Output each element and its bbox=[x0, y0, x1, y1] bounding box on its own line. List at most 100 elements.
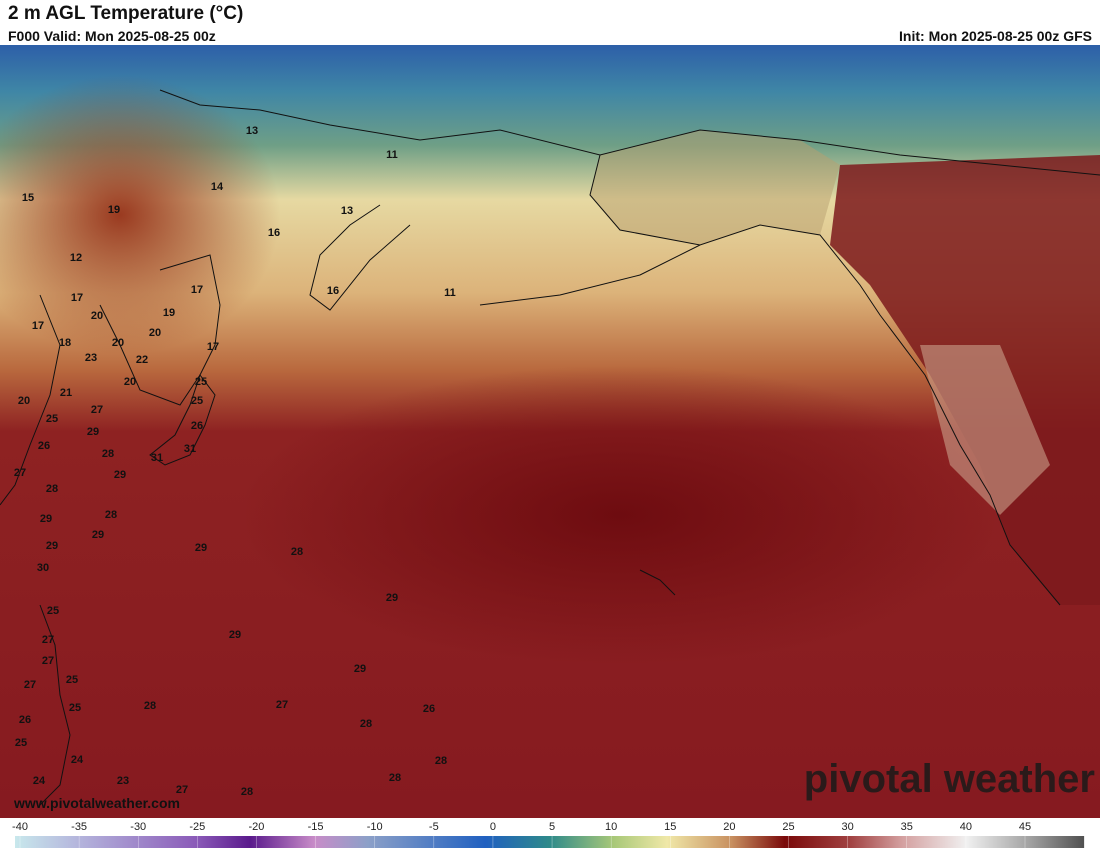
temperature-label: 28 bbox=[46, 483, 58, 495]
colorbar-tick-label: -20 bbox=[249, 821, 265, 833]
colorbar-tick-label: 20 bbox=[723, 821, 735, 833]
temperature-label: 25 bbox=[66, 674, 78, 686]
temperature-label: 25 bbox=[46, 413, 58, 425]
temperature-label: 28 bbox=[291, 546, 303, 558]
temperature-label: 29 bbox=[92, 529, 104, 541]
temperature-label: 17 bbox=[207, 341, 219, 353]
temperature-label: 23 bbox=[85, 352, 97, 364]
temperature-label: 28 bbox=[144, 700, 156, 712]
temperature-label: 11 bbox=[444, 287, 456, 299]
map-title: 2 m AGL Temperature (°C) bbox=[8, 3, 244, 24]
temperature-label: 17 bbox=[71, 292, 83, 304]
temperature-label: 25 bbox=[69, 702, 81, 714]
na-coast bbox=[589, 154, 1061, 606]
temperature-label: 30 bbox=[37, 562, 49, 574]
temperature-label: 27 bbox=[276, 699, 288, 711]
colorbar-tick-label: 45 bbox=[1019, 821, 1031, 833]
temperature-label: 23 bbox=[117, 775, 129, 787]
colorbar-tick-label: 25 bbox=[782, 821, 794, 833]
temperature-label: 29 bbox=[195, 542, 207, 554]
temperature-label: 28 bbox=[105, 509, 117, 521]
temperature-label: 13 bbox=[341, 205, 353, 217]
temperature-label: 24 bbox=[33, 775, 46, 787]
temperature-label: 26 bbox=[191, 420, 203, 432]
temperature-label: 26 bbox=[38, 440, 50, 452]
temperature-label: 13 bbox=[246, 125, 258, 137]
site-url: www.pivotalweather.com bbox=[13, 795, 180, 811]
temperature-label: 27 bbox=[14, 467, 26, 479]
colorbar-tick-label: 10 bbox=[605, 821, 617, 833]
temperature-label: 29 bbox=[46, 540, 58, 552]
temperature-label: 27 bbox=[24, 679, 36, 691]
temperature-label: 21 bbox=[60, 387, 72, 399]
temperature-label: 17 bbox=[191, 284, 203, 296]
temperature-label: 20 bbox=[18, 395, 30, 407]
temperature-label: 20 bbox=[112, 337, 124, 349]
temperature-label: 24 bbox=[71, 754, 84, 766]
temperature-label: 16 bbox=[268, 227, 280, 239]
temperature-label: 26 bbox=[19, 714, 31, 726]
colorbar-tick-label: -35 bbox=[71, 821, 87, 833]
temperature-label: 29 bbox=[229, 629, 241, 641]
alaska-land bbox=[590, 130, 840, 245]
temperature-label: 29 bbox=[354, 663, 366, 675]
temperature-label: 25 bbox=[191, 395, 203, 407]
temperature-label: 14 bbox=[211, 181, 224, 193]
colorbar: -40 -35 -30 -25 -20 -15 -10 -5 0 5 10 15 20 25 30 35 40 4… bbox=[12, 821, 1085, 848]
colorbar-tick-label: -15 bbox=[308, 821, 324, 833]
temperature-label: 17 bbox=[32, 320, 44, 332]
temperature-label: 25 bbox=[195, 376, 207, 388]
colorbar-tick-label: 30 bbox=[842, 821, 854, 833]
colorbar-strip bbox=[15, 836, 1085, 848]
valid-time: F000 Valid: Mon 2025-08-25 00z bbox=[8, 28, 216, 44]
colorbar-tick-label: -25 bbox=[189, 821, 205, 833]
temperature-label: 26 bbox=[423, 703, 435, 715]
colorbar-tick-label: -5 bbox=[429, 821, 439, 833]
temperature-label: 25 bbox=[47, 605, 59, 617]
temperature-label: 29 bbox=[40, 513, 52, 525]
colorbar-tick-label: 35 bbox=[901, 821, 913, 833]
temperature-label: 16 bbox=[327, 285, 339, 297]
temperature-label: 20 bbox=[124, 376, 136, 388]
colorbar-tick-label: 5 bbox=[549, 821, 555, 833]
temperature-label: 19 bbox=[163, 307, 175, 319]
temperature-label: 12 bbox=[70, 252, 82, 264]
temperature-label: 18 bbox=[59, 337, 71, 349]
temperature-label: 31 bbox=[184, 443, 196, 455]
temperature-label: 11 bbox=[386, 149, 398, 161]
colorbar-tick-label: -40 bbox=[12, 821, 28, 833]
west-us-land bbox=[920, 345, 1050, 515]
colorbar-tick-label: 40 bbox=[960, 821, 972, 833]
temperature-label: 28 bbox=[241, 786, 253, 798]
temperature-label: 27 bbox=[42, 634, 54, 646]
siberia-warm bbox=[0, 75, 280, 355]
colorbar-tick-label: 0 bbox=[490, 821, 496, 833]
philippines bbox=[39, 604, 71, 806]
temperature-label: 15 bbox=[22, 192, 34, 204]
temperature-label: 29 bbox=[87, 426, 99, 438]
aleutians bbox=[479, 244, 701, 306]
temperature-label: 28 bbox=[360, 718, 372, 730]
temperature-label: 22 bbox=[136, 354, 148, 366]
china-coast bbox=[0, 294, 61, 506]
temperature-label: 25 bbox=[15, 737, 27, 749]
colorbar-tick-label: -10 bbox=[367, 821, 383, 833]
temperature-label: 27 bbox=[176, 784, 188, 796]
temperature-label: 28 bbox=[102, 448, 114, 460]
temperature-label: 20 bbox=[91, 310, 103, 322]
temperature-label: 19 bbox=[108, 204, 120, 216]
watermark: pivotal weather bbox=[804, 757, 1095, 801]
warm-core bbox=[240, 365, 1000, 665]
kamchatka bbox=[309, 204, 411, 311]
japan bbox=[149, 373, 216, 466]
temperature-label: 28 bbox=[435, 755, 447, 767]
colorbar-tick-label: -30 bbox=[130, 821, 146, 833]
arctic-coast bbox=[159, 89, 1100, 176]
temperature-label: 20 bbox=[149, 327, 161, 339]
colorbar-tick-label: 15 bbox=[664, 821, 676, 833]
temperature-label: 31 bbox=[151, 452, 163, 464]
temperature-label: 27 bbox=[91, 404, 103, 416]
init-time: Init: Mon 2025-08-25 00z GFS bbox=[899, 28, 1092, 44]
